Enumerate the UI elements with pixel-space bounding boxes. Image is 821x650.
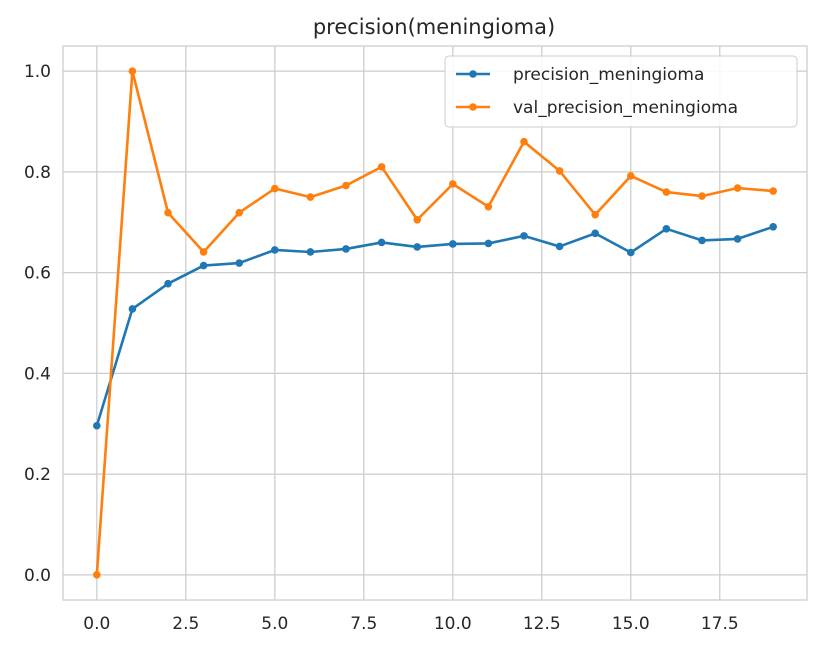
x-tick-label: 2.5	[172, 614, 199, 634]
data-point-val_precision_meningioma	[448, 180, 457, 188]
data-point-precision_meningioma	[235, 259, 244, 267]
data-point-val_precision_meningioma	[555, 167, 564, 175]
data-point-val_precision_meningioma	[164, 208, 172, 217]
x-tick-label: 15.0	[612, 614, 650, 634]
data-point-val_precision_meningioma	[306, 193, 315, 201]
x-tick-label: 10.0	[434, 614, 472, 634]
data-point-val_precision_meningioma	[520, 137, 528, 146]
data-point-precision_meningioma	[377, 238, 386, 247]
y-tick-label: 0.6	[24, 264, 51, 284]
data-point-precision_meningioma	[520, 232, 528, 240]
legend-marker-precision_meningioma	[469, 70, 477, 78]
data-point-val_precision_meningioma	[769, 187, 777, 195]
x-tick-label: 12.5	[523, 614, 561, 634]
legend-label-precision_meningioma: precision_meningioma	[513, 65, 704, 85]
data-point-val_precision_meningioma	[377, 163, 386, 171]
data-point-precision_meningioma	[93, 421, 101, 430]
data-point-val_precision_meningioma	[626, 172, 635, 180]
x-tick-label: 0.0	[83, 614, 110, 634]
data-point-precision_meningioma	[662, 225, 671, 233]
tick-labels: 0.0 2.5 5.0 7.5 10.0 12.5 15.0 17.5 0.0 0.2 0.4 0.6…	[24, 62, 739, 634]
data-point-precision_meningioma	[448, 240, 457, 248]
data-point-precision_meningioma	[128, 305, 137, 313]
x-tick-label: 5.0	[261, 614, 288, 634]
y-tick-label: 0.4	[24, 364, 51, 384]
data-point-precision_meningioma	[484, 239, 493, 248]
series-line-val_precision_meningioma	[95, 69, 775, 577]
data-point-precision_meningioma	[271, 246, 279, 254]
data-point-val_precision_meningioma	[413, 215, 422, 224]
data-point-precision_meningioma	[733, 235, 742, 243]
data-point-val_precision_meningioma	[93, 571, 101, 579]
data-point-val_precision_meningioma	[271, 184, 279, 193]
data-point-precision_meningioma	[555, 242, 564, 251]
data-point-precision_meningioma	[199, 261, 208, 270]
chart-title: precision(meningioma)	[313, 15, 555, 39]
y-tick-label: 1.0	[24, 62, 51, 82]
y-tick-label: 0.0	[24, 566, 51, 586]
data-point-val_precision_meningioma	[484, 202, 493, 211]
y-tick-label: 0.8	[24, 163, 51, 183]
legend-marker-val_precision_meningioma	[469, 103, 477, 111]
series-line-precision_meningioma	[95, 225, 775, 428]
plot-frame	[62, 45, 808, 601]
legend: precision_meningioma val_precision_mening…	[444, 55, 798, 128]
series-precision_meningioma	[93, 223, 777, 430]
data-point-precision_meningioma	[342, 245, 350, 253]
data-point-val_precision_meningioma	[662, 188, 671, 196]
data-point-precision_meningioma	[164, 279, 172, 288]
series-layer	[93, 67, 777, 579]
data-point-precision_meningioma	[413, 243, 422, 251]
data-point-precision_meningioma	[591, 229, 599, 238]
grid-lines	[63, 46, 807, 600]
data-point-val_precision_meningioma	[199, 248, 208, 256]
data-point-precision_meningioma	[698, 236, 706, 245]
x-tick-label: 17.5	[701, 614, 739, 634]
data-point-precision_meningioma	[769, 223, 777, 231]
legend-box	[444, 55, 798, 128]
data-point-val_precision_meningioma	[698, 192, 706, 200]
data-point-val_precision_meningioma	[235, 208, 244, 217]
data-point-val_precision_meningioma	[342, 181, 350, 190]
x-tick-label: 7.5	[350, 614, 377, 634]
data-point-val_precision_meningioma	[591, 210, 599, 219]
data-point-val_precision_meningioma	[733, 184, 742, 192]
legend-label-val_precision_meningioma: val_precision_meningioma	[513, 98, 738, 118]
data-point-val_precision_meningioma	[128, 67, 137, 75]
data-point-precision_meningioma	[626, 248, 635, 257]
y-tick-label: 0.2	[24, 465, 51, 485]
data-point-precision_meningioma	[306, 248, 315, 256]
series-val_precision_meningioma	[93, 67, 777, 579]
